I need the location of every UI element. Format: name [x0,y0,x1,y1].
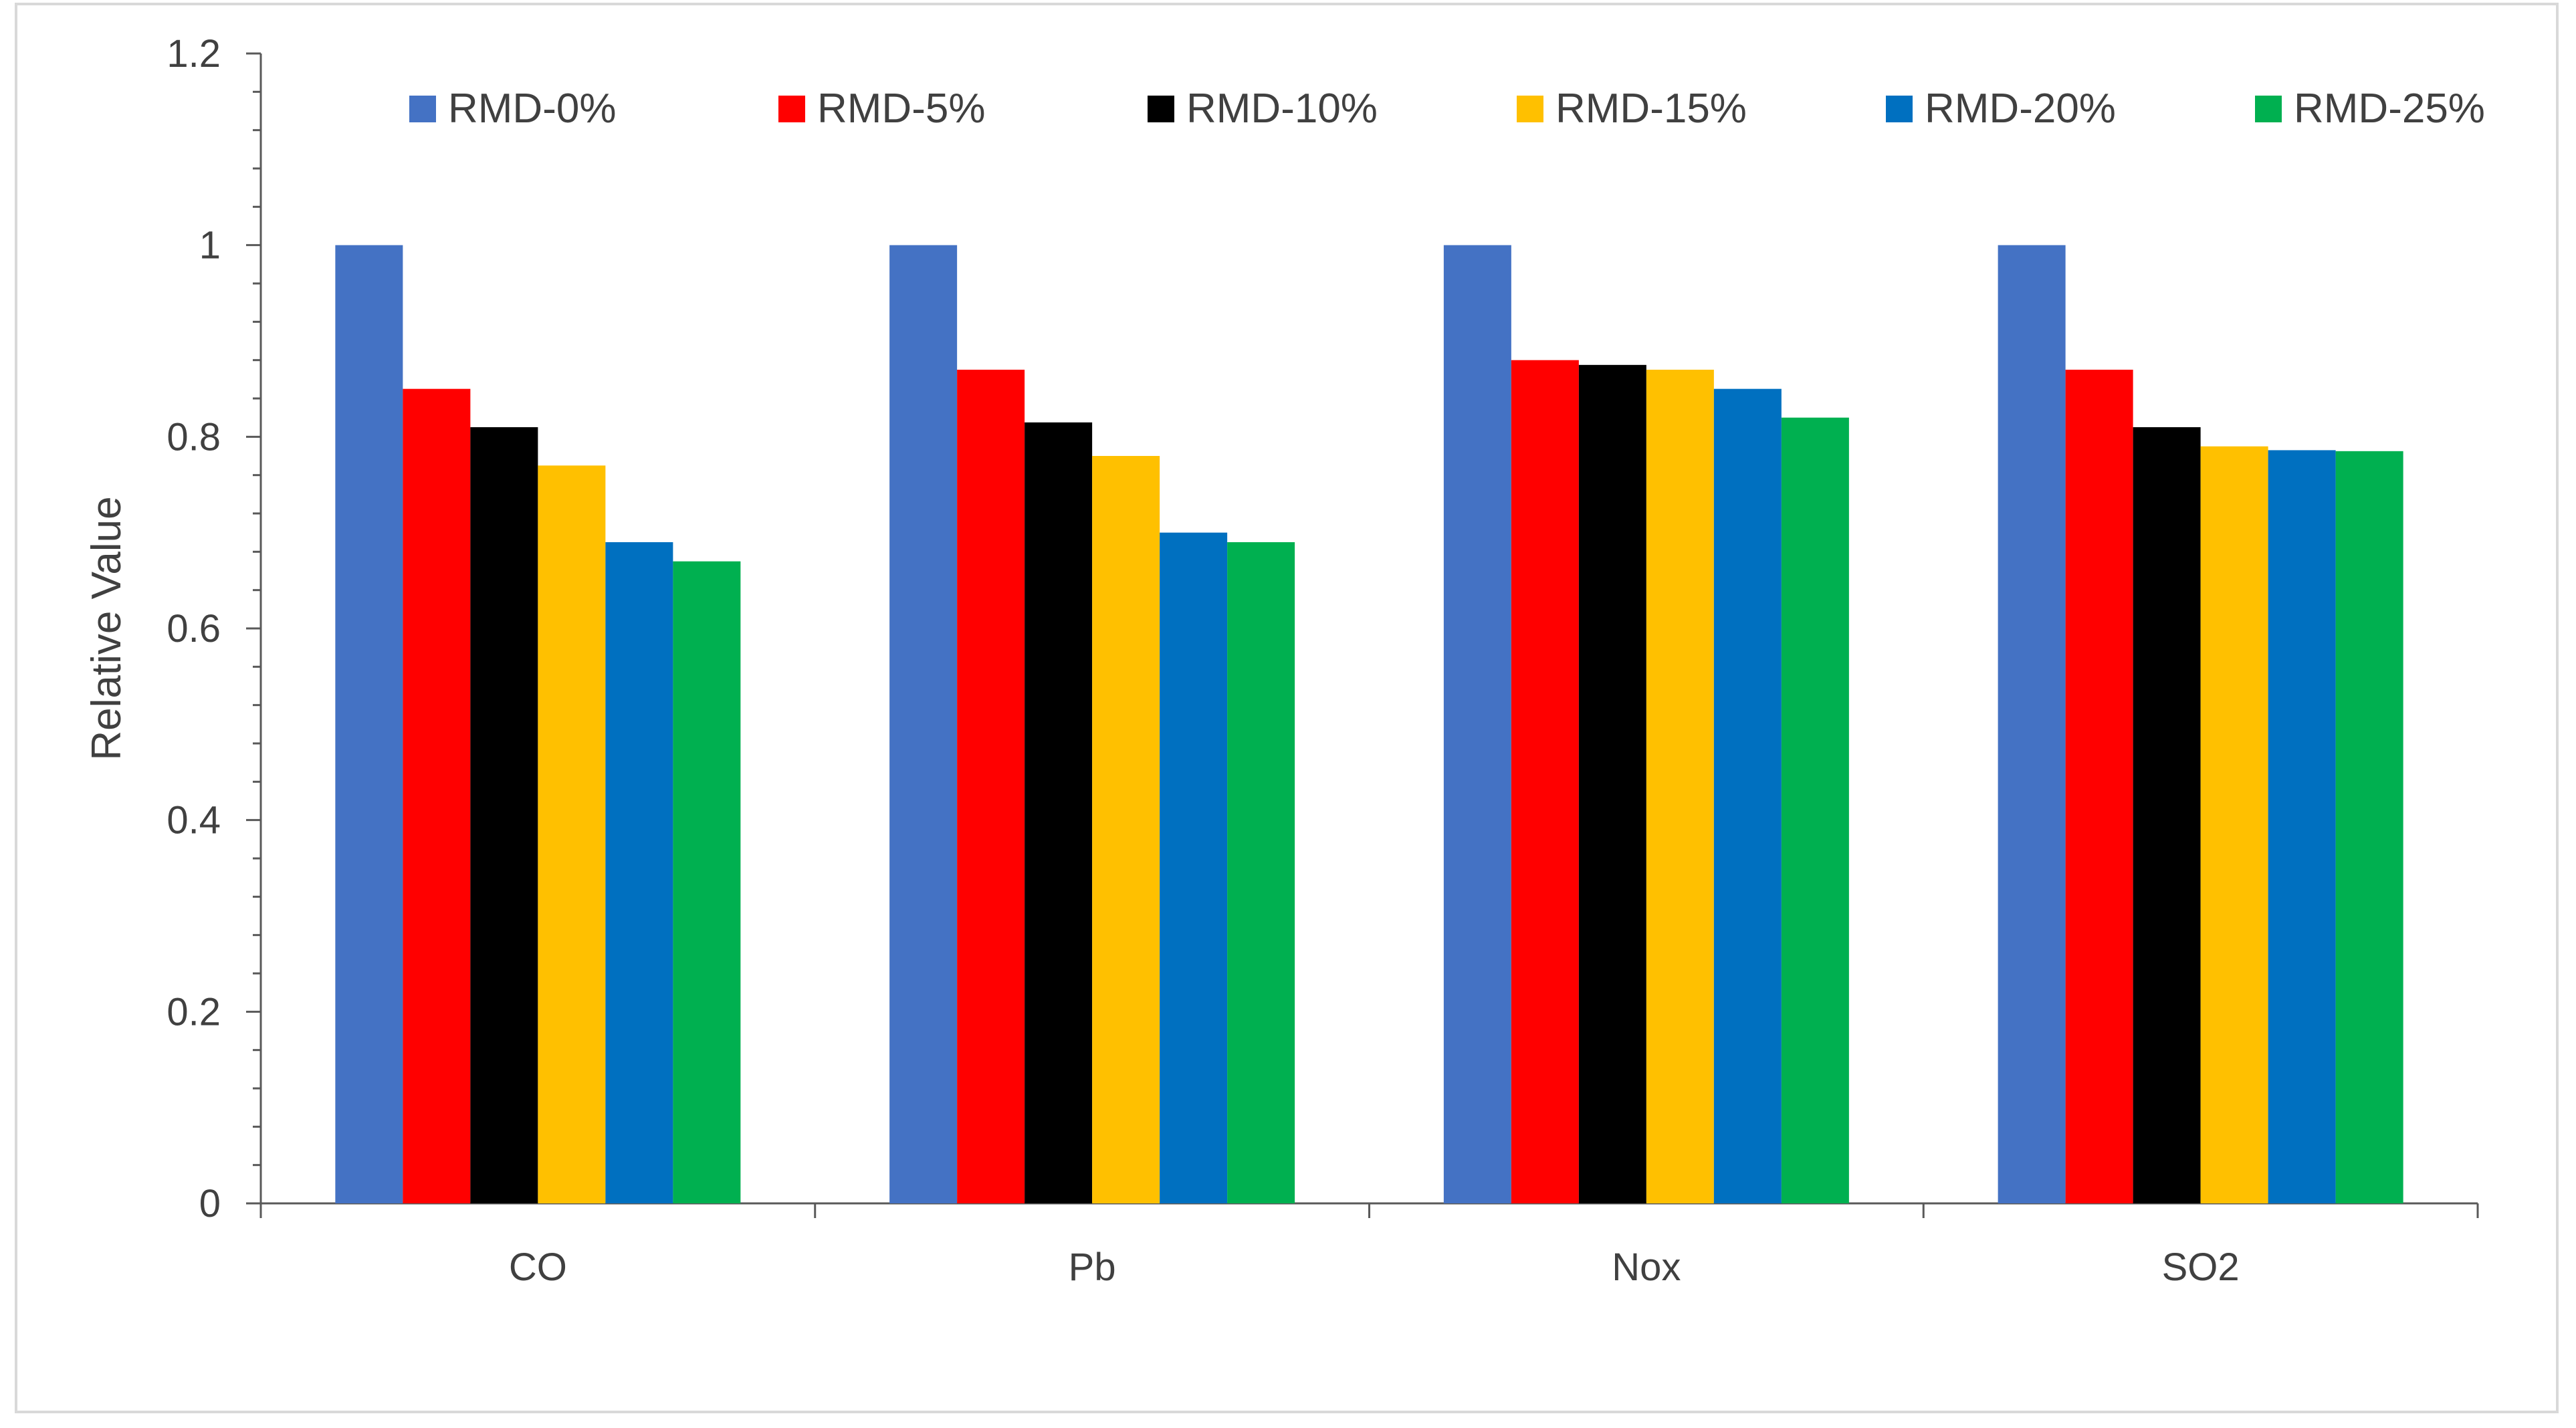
x-category-label: Nox [1612,1245,1681,1289]
bar-so2-rmd-5pct [2065,370,2133,1203]
bar-so2-rmd-25pct [2335,451,2403,1204]
legend-label: RMD-20% [1925,86,2116,132]
legend-label: RMD-0% [448,86,616,132]
bar-nox-rmd-10pct [1578,364,1646,1204]
bar-so2-rmd-20pct [2268,450,2336,1203]
bar-pb-rmd-20pct [1160,532,1228,1203]
y-tick-label: 0.6 [167,607,221,650]
legend-swatch [1517,96,1543,122]
legend-swatch [1886,96,1913,122]
y-axis-title: Relative Value [84,496,130,760]
legend-label: RMD-25% [2294,86,2485,132]
legend: RMD-0% RMD-5% RMD-10% RMD-15% RMD-20% RMD-25% [409,86,2485,132]
y-tick-label: 0.2 [167,990,221,1034]
y-tick-label: 0 [199,1182,221,1225]
bar-co-rmd-15pct [538,465,606,1204]
legend-swatch [2255,96,2282,122]
bar-nox-rmd-5pct [1511,360,1579,1203]
legend-label: RMD-10% [1186,86,1378,132]
legend-label: RMD-15% [1555,86,1747,132]
x-category-label: CO [509,1245,567,1289]
bars [335,245,2403,1204]
bar-so2-rmd-15pct [2200,446,2268,1203]
legend-label: RMD-5% [817,86,985,132]
bar-co-rmd-20pct [605,542,673,1203]
x-category-label: SO2 [2162,1245,2240,1289]
bar-nox-rmd-0pct [1443,245,1511,1204]
bar-co-rmd-10pct [470,427,538,1203]
bar-pb-rmd-15pct [1092,456,1160,1203]
bar-so2-rmd-10pct [2133,427,2201,1203]
legend-swatch [1148,96,1174,122]
y-tick-label: 1.2 [167,32,221,76]
bar-nox-rmd-25pct [1781,417,1849,1203]
bar-nox-rmd-20pct [1713,388,1782,1203]
bar-pb-rmd-10pct [1025,422,1093,1204]
bar-co-rmd-0pct [335,245,403,1204]
y-tick-label: 0.4 [167,799,221,842]
x-category-label: Pb [1069,1245,1116,1289]
bar-so2-rmd-0pct [1998,245,2066,1204]
bar-co-rmd-5pct [403,388,471,1203]
y-tick-label: 1 [199,224,221,267]
bar-pb-rmd-0pct [889,245,958,1204]
bar-co-rmd-25pct [673,561,741,1203]
legend-swatch [409,96,436,122]
y-tick-label: 0.8 [167,415,221,459]
bar-pb-rmd-25pct [1227,542,1295,1203]
legend-swatch [778,96,805,122]
bar-pb-rmd-5pct [957,370,1025,1203]
bar-nox-rmd-15pct [1646,370,1714,1203]
